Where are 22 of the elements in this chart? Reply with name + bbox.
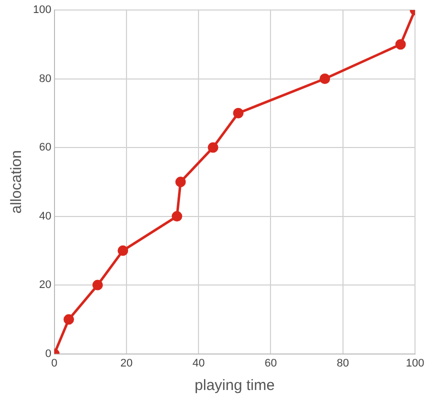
y-tick-label: 20: [39, 279, 52, 292]
point: [92, 280, 103, 290]
y-axis-title: allocation: [8, 150, 26, 214]
point: [320, 74, 330, 84]
x-tick-label: 40: [192, 357, 205, 370]
x-tick-label: 80: [336, 357, 349, 370]
x-tick-label: 60: [264, 357, 277, 370]
y-tick-label: 60: [39, 142, 52, 154]
y-tick-label: 40: [39, 210, 52, 222]
y-tick-label: 80: [39, 72, 52, 85]
point: [172, 211, 182, 222]
point: [175, 176, 186, 188]
point: [118, 245, 128, 256]
x-tick-label: 100: [406, 357, 424, 370]
x-axis-title: playing time: [194, 377, 275, 394]
x-tick-label: 20: [120, 357, 133, 370]
point: [233, 108, 244, 118]
point: [208, 142, 218, 153]
y-tick-label: 100: [32, 4, 52, 16]
point: [64, 314, 74, 325]
y-tick-label: 0: [45, 348, 52, 360]
point: [395, 39, 406, 50]
